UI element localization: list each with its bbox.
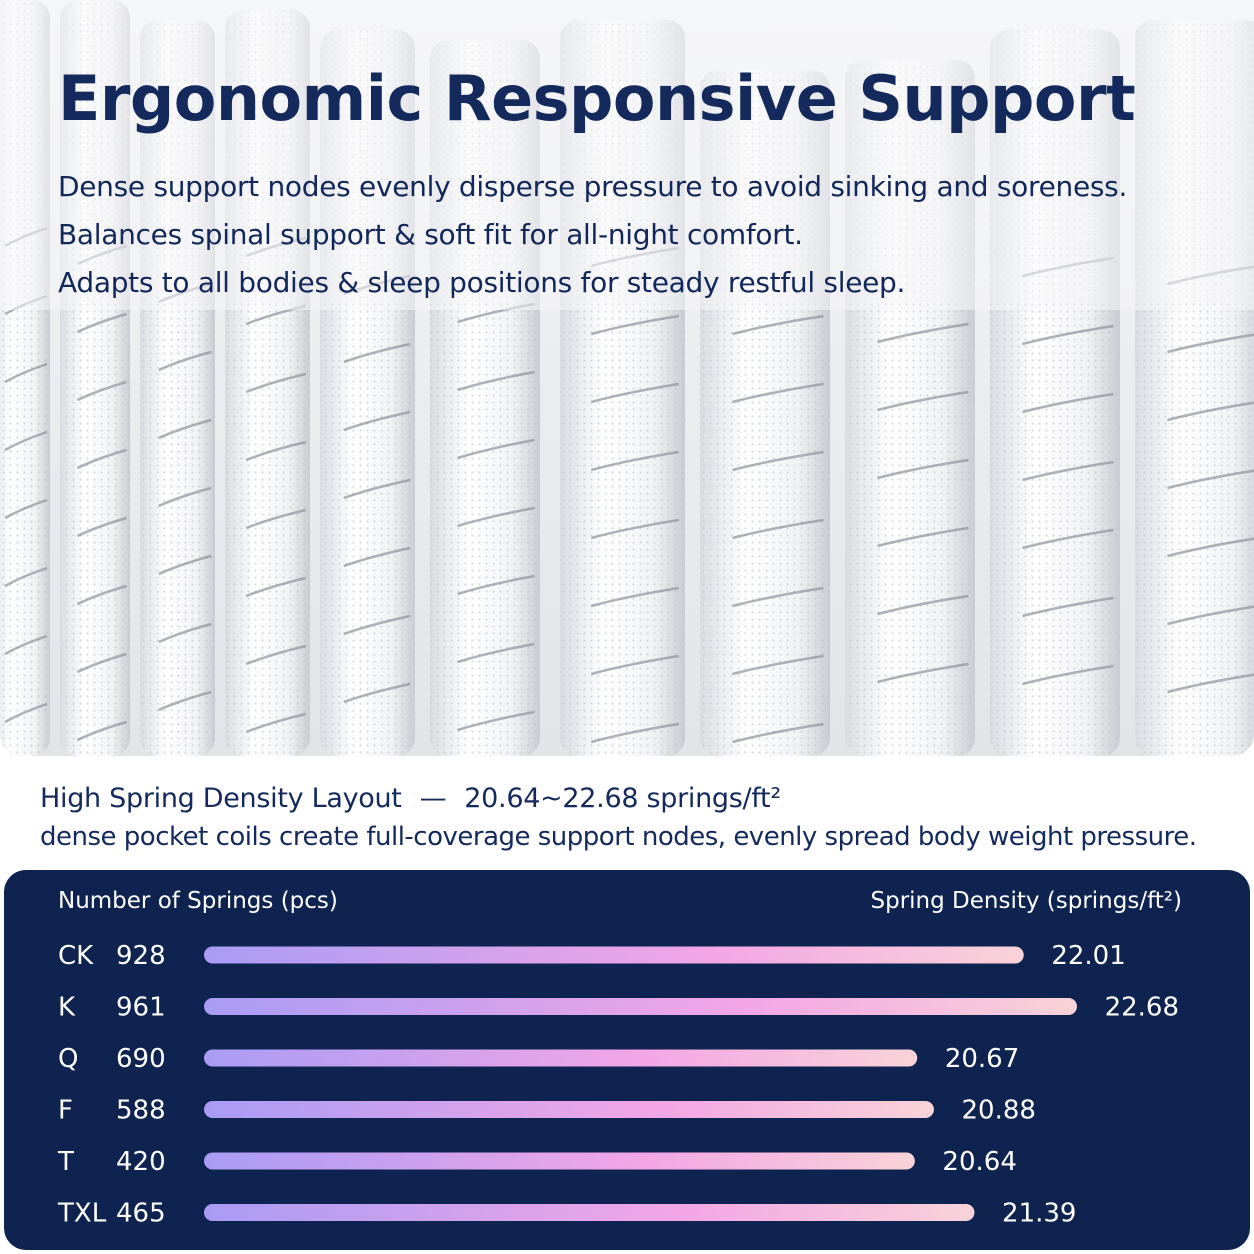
size-label: T — [57, 1147, 74, 1177]
size-label: F — [58, 1096, 73, 1126]
density-value: 20.88 — [962, 1096, 1036, 1126]
springs-header: Number of Springs (pcs) — [58, 888, 338, 914]
density-header: Spring Density (springs/ft²) — [870, 888, 1183, 914]
size-label: CK — [58, 941, 94, 971]
density-value: 22.68 — [1105, 993, 1179, 1023]
spring-chart-panel: Number of Springs (pcs) Spring Density (… — [4, 870, 1250, 1250]
spring-count: 588 — [116, 1096, 166, 1126]
density-bar — [204, 946, 1024, 964]
size-label: Q — [58, 1044, 78, 1074]
hero-line-1: Dense support nodes evenly disperse pres… — [58, 170, 1128, 203]
hero-line-3: Adapts to all bodies & sleep positions f… — [58, 266, 906, 299]
hero-line-2: Balances spinal support & soft fit for a… — [58, 218, 803, 251]
spring-count: 420 — [116, 1147, 166, 1177]
density-bar — [204, 998, 1077, 1015]
spring-density-chart: CK 928 22.01 K 961 22.68 Q 690 20.67 F 588 20.88 T 42… — [57, 941, 1179, 1229]
spring-count: 465 — [116, 1199, 166, 1229]
density-value: 20.67 — [945, 1044, 1019, 1074]
spring-count: 928 — [116, 941, 166, 971]
hero-image: Ergonomic Responsive Support Dense suppo… — [0, 0, 1254, 756]
density-range: 20.64~22.68 springs/ft² — [464, 783, 781, 814]
hero-text: Ergonomic Responsive Support Dense suppo… — [58, 62, 1208, 307]
density-heading: High Spring Density Layout — [40, 783, 402, 814]
density-value: 20.64 — [942, 1147, 1016, 1177]
density-subtitle: High Spring Density Layout — 20.64~22.68 s… — [40, 780, 1230, 856]
heading-dash: — — [419, 783, 447, 814]
spring-count: 961 — [116, 993, 166, 1023]
density-value: 21.39 — [1002, 1199, 1076, 1229]
size-label: K — [58, 993, 76, 1023]
density-description: dense pocket coils create full-coverage … — [40, 822, 1197, 852]
density-value: 22.01 — [1051, 941, 1125, 971]
density-bar — [204, 1049, 918, 1067]
page-title: Ergonomic Responsive Support — [58, 62, 1136, 135]
hero-description: Dense support nodes evenly disperse pres… — [58, 163, 1208, 307]
density-heading-row: High Spring Density Layout — 20.64~22.68 s… — [40, 780, 1230, 818]
density-bar — [204, 1101, 934, 1118]
density-bar — [204, 1152, 915, 1170]
spring-count: 690 — [116, 1044, 166, 1074]
pocket-coil-illustration — [0, 0, 1254, 756]
size-label: TXL — [57, 1199, 107, 1229]
density-bar — [204, 1204, 975, 1221]
